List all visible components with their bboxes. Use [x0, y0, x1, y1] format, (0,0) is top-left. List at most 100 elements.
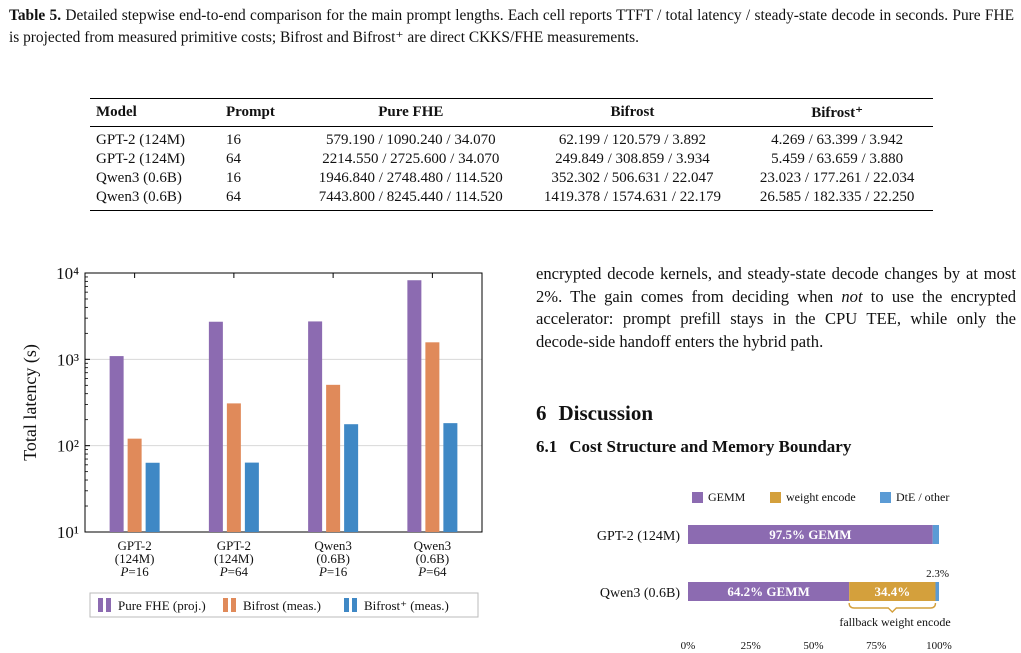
table-header-row: Model Prompt Pure FHE Bifrost Bifrost⁺	[90, 98, 933, 127]
legend-label: Pure FHE (proj.)	[118, 598, 206, 613]
segment-label: 97.5% GEMM	[769, 527, 851, 542]
bar-bifrost-plus	[244, 462, 259, 532]
subsection-title: Cost Structure and Memory Boundary	[569, 437, 852, 456]
header-prompt: Prompt	[220, 98, 298, 127]
segment-label: 34.4%	[874, 584, 910, 599]
section-number: 6	[536, 401, 547, 425]
section-heading: 6 Discussion	[536, 401, 653, 426]
bar-pure-fhe	[208, 321, 223, 532]
subsection-heading: 6.1 Cost Structure and Memory Boundary	[536, 437, 851, 457]
header-bifrost-plus: Bifrost⁺	[741, 98, 933, 127]
cell-pure-fhe: 579.190 / 1090.240 / 34.070	[326, 132, 496, 148]
section-title: Discussion	[558, 401, 654, 425]
cell-bifrost-plus: 4.269 / 63.399 / 3.942	[771, 132, 904, 148]
x-tick-label: Qwen3	[314, 538, 352, 553]
x-tick-label: P=64	[219, 564, 249, 579]
x-tick-label: 25%	[741, 640, 761, 652]
x-tick-label: (0.6B)	[316, 551, 350, 566]
bar-bifrost	[127, 438, 142, 532]
x-tick-label: 50%	[803, 640, 823, 652]
cell-bifrost: 352.302 / 506.631 / 22.047	[551, 170, 714, 186]
cell-model: Qwen3 (0.6B)	[90, 188, 220, 211]
bar-bifrost-plus	[145, 462, 160, 532]
x-tick-label: GPT-2	[118, 538, 152, 553]
y-tick-label: 10³	[57, 350, 79, 369]
legend-swatch	[770, 492, 781, 503]
segment-label: 64.2% GEMM	[727, 584, 809, 599]
x-tick-label: (124M)	[115, 551, 155, 566]
legend-label: Bifrost⁺ (meas.)	[364, 598, 449, 613]
x-tick-label: Qwen3	[414, 538, 452, 553]
cell-bifrost-plus: 26.585 / 182.335 / 22.250	[741, 188, 933, 211]
x-tick-label: (124M)	[214, 551, 254, 566]
brace-marker	[848, 602, 937, 613]
bar-bifrost-plus	[443, 423, 458, 532]
table-row: GPT-2 (124M) 16 579.190 / 1090.240 / 34.…	[90, 127, 933, 151]
body-paragraph-emphasis: not	[841, 286, 863, 306]
segment-dte-other	[935, 582, 939, 601]
cell-bifrost: 1419.378 / 1574.631 / 22.179	[523, 188, 742, 211]
annotation-small: 2.3%	[926, 568, 949, 580]
bar-pure-fhe	[109, 356, 124, 532]
table-caption-text: Detailed stepwise end-to-end comparison …	[9, 7, 1014, 46]
cell-model: GPT-2 (124M)	[96, 132, 186, 148]
body-paragraph-end: to use the encrypted accelerator: prompt…	[536, 286, 1017, 351]
header-bifrost: Bifrost	[523, 98, 742, 127]
plot-frame	[84, 272, 483, 533]
bar-bifrost-plus	[344, 424, 359, 532]
cell-bifrost: 249.849 / 308.859 / 3.934	[555, 151, 710, 167]
cell-model: Qwen3 (0.6B)	[96, 170, 182, 186]
cell-prompt: 64	[226, 151, 241, 167]
segment-weight-encode	[849, 582, 936, 601]
bar-pure-fhe	[407, 280, 422, 532]
header-pure-fhe: Pure FHE	[298, 98, 524, 127]
x-tick-label: (0.6B)	[416, 551, 450, 566]
table-row: Qwen3 (0.6B) 64 7443.800 / 8245.440 / 11…	[90, 188, 933, 211]
category-label: GPT-2 (124M)	[597, 529, 680, 544]
x-tick-label: P=64	[417, 564, 447, 579]
y-tick-label: 10¹	[57, 523, 79, 542]
body-paragraph: encrypted decode kernels, and steady-sta…	[536, 263, 1016, 353]
header-model: Model	[90, 98, 220, 127]
category-label: Qwen3 (0.6B)	[600, 586, 680, 601]
bar-bifrost	[226, 403, 241, 532]
table-caption-label: Table 5.	[9, 7, 62, 24]
results-table: Model Prompt Pure FHE Bifrost Bifrost⁺ G…	[90, 98, 933, 211]
legend-label: DtE / other	[896, 490, 949, 504]
cell-bifrost-plus: 23.023 / 177.261 / 22.034	[759, 170, 915, 186]
table-row: Qwen3 (0.6B) 16 1946.840 / 2748.480 / 11…	[90, 169, 933, 188]
table-caption: Table 5. Detailed stepwise end-to-end co…	[9, 5, 1014, 49]
table-row: GPT-2 (124M) 64 2214.550 / 2725.600 / 34…	[90, 150, 933, 169]
cell-model: GPT-2 (124M)	[96, 151, 186, 167]
legend-swatch	[231, 598, 236, 612]
legend-swatch	[880, 492, 891, 503]
segment-dte-other	[932, 525, 939, 544]
x-tick-label: P=16	[318, 564, 348, 579]
y-tick-label: 10⁴	[56, 264, 79, 283]
y-tick-label: 10²	[57, 437, 79, 456]
legend-label: GEMM	[708, 490, 746, 504]
cell-bifrost-plus: 5.459 / 63.659 / 3.880	[771, 151, 904, 167]
x-tick-label: P=16	[119, 564, 149, 579]
annotation-brace: fallback weight encode	[839, 615, 950, 629]
legend-swatch	[106, 598, 111, 612]
legend-box	[89, 592, 479, 618]
x-tick-label: 100%	[926, 640, 952, 652]
legend-label: Bifrost (meas.)	[243, 598, 321, 613]
cell-prompt: 16	[226, 170, 241, 186]
legend-swatch	[344, 598, 349, 612]
cell-prompt: 16	[226, 132, 241, 148]
cost-breakdown-chart: GEMM weight encode DtE / other GPT-2 (124M)…	[597, 490, 952, 652]
cell-prompt: 64	[220, 188, 298, 211]
segment-gemm	[688, 582, 850, 601]
legend-swatch	[98, 598, 103, 612]
cell-pure-fhe: 1946.840 / 2748.480 / 114.520	[318, 170, 503, 186]
body-paragraph-start: encrypted decode kernels, and steady-sta…	[536, 264, 1016, 306]
x-tick-label: GPT-2	[217, 538, 251, 553]
bar-pure-fhe	[308, 321, 323, 532]
legend-swatch	[352, 598, 357, 612]
legend-label: weight encode	[786, 490, 856, 504]
legend-swatch	[692, 492, 703, 503]
x-tick-label: 75%	[866, 640, 886, 652]
